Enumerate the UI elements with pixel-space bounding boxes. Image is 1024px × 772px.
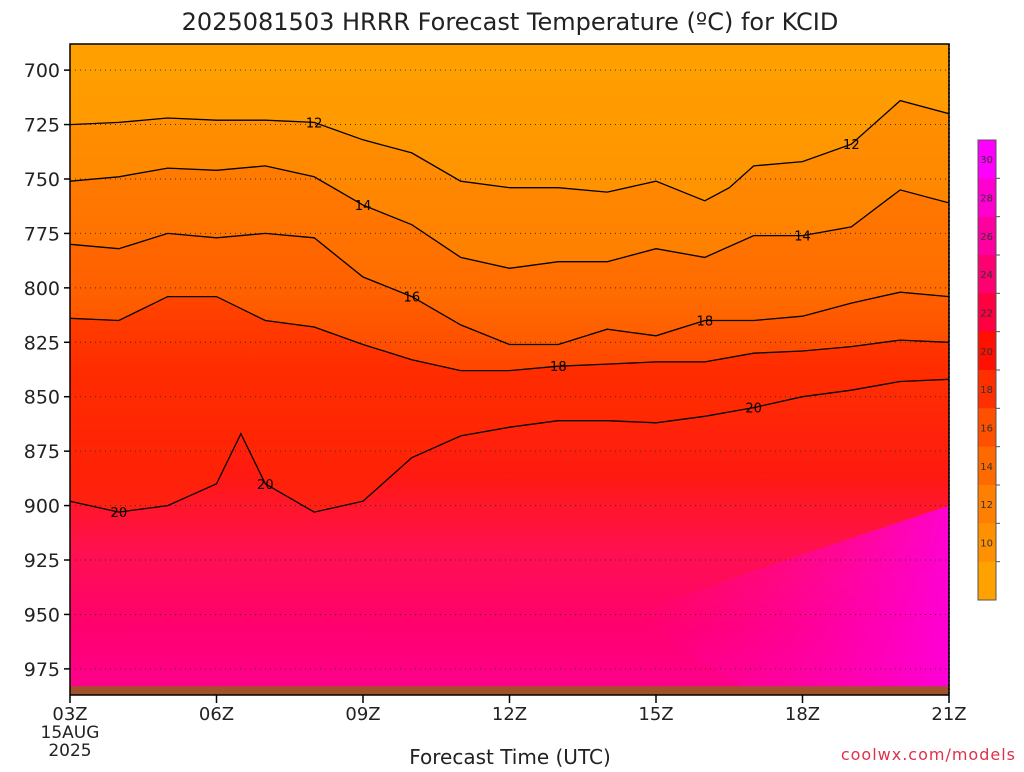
isotherm-label: 18 <box>697 315 714 330</box>
colorbar-swatch <box>978 140 996 179</box>
temperature-band <box>70 165 949 345</box>
isotherm-label: 12 <box>306 116 323 131</box>
temperature-band <box>70 44 949 201</box>
pressure-tick-label: 950 <box>24 604 60 626</box>
temperature-colorbar: 10 12 14 16 18 20 22 24 26 28 30 <box>977 139 1000 601</box>
colorbar-swatch <box>978 255 996 294</box>
isotherm-line <box>70 99 949 202</box>
colorbar-tick-label: 18 <box>980 385 993 396</box>
pressure-tick-label: 900 <box>24 496 60 518</box>
isotherm-contours: 12 12 14 14 16 18 18 20 20 20 <box>70 99 949 521</box>
isotherm-label: 14 <box>355 199 372 214</box>
temperature-band <box>70 233 949 371</box>
isotherm-line <box>70 232 949 346</box>
time-tick-label: 18Z <box>785 704 820 725</box>
source-credit: coolwx.com/models <box>841 745 1016 764</box>
colorbar-tick-label: 14 <box>980 462 993 473</box>
colorbar-swatch <box>978 446 996 486</box>
pressure-axis: 700 725 750 775 800 825 850 875 900 925 950 975 <box>24 60 70 681</box>
time-tick-label: 03Z <box>52 704 87 725</box>
colorbar-swatch <box>978 523 996 563</box>
time-tick-label: 12Z <box>492 704 527 725</box>
time-tick-label: 21Z <box>931 704 966 725</box>
isotherm-label: 20 <box>257 478 274 493</box>
colorbar-tick-label: 30 <box>980 155 993 166</box>
colorbar-swatch <box>978 331 996 371</box>
pressure-tick-label: 725 <box>24 115 60 137</box>
temperature-band <box>70 100 949 269</box>
time-tick-label: 15Z <box>638 704 673 725</box>
time-tick-label: 06Z <box>199 704 234 725</box>
colorbar-tick-label: 22 <box>980 309 993 320</box>
isotherm-line <box>70 378 949 513</box>
pressure-tick-label: 825 <box>24 332 60 354</box>
isotherm-line <box>70 165 949 269</box>
colorbar-tick-label: 10 <box>980 539 993 550</box>
colorbar-swatch <box>978 408 996 448</box>
colorbar-swatch <box>978 561 996 601</box>
pressure-tick-label: 700 <box>24 60 60 82</box>
pressure-tick-label: 800 <box>24 278 60 300</box>
pressure-tick-label: 975 <box>24 659 60 681</box>
colorbar-swatch <box>978 216 996 256</box>
colorbar-tick-label: 26 <box>980 232 993 243</box>
warm-surface-patch <box>631 501 949 695</box>
temperature-bands <box>70 44 949 513</box>
pressure-tick-label: 875 <box>24 441 60 463</box>
pressure-tick-label: 750 <box>24 169 60 191</box>
pressure-tick-label: 925 <box>24 550 60 572</box>
time-tick-label: 09Z <box>345 704 380 725</box>
x-axis-label: Forecast Time (UTC) <box>409 745 611 768</box>
colorbar-tick-label: 12 <box>980 500 993 511</box>
colorbar-tick-label: 24 <box>980 270 993 281</box>
start-date-label: 15AUG <box>41 723 100 743</box>
isotherm-label: 14 <box>794 230 811 245</box>
isotherm-label: 12 <box>843 138 860 153</box>
colorbar-tick-label: 16 <box>980 424 993 435</box>
colorbar-swatch <box>978 178 996 218</box>
isotherm-label: 20 <box>111 506 128 521</box>
start-date-label: 2025 <box>48 741 91 761</box>
chart-title: 2025081503 HRRR Forecast Temperature (ºC… <box>182 8 839 36</box>
temperature-band <box>70 296 949 513</box>
colorbar-tick-label: 20 <box>980 347 993 358</box>
colorbar-swatch <box>978 293 996 333</box>
isotherm-line <box>70 295 949 372</box>
colorbar-swatch <box>978 485 996 524</box>
plot-area: 12 12 14 14 16 18 18 20 20 20 <box>70 44 949 695</box>
colorbar-tick-label: 28 <box>980 194 993 205</box>
isotherm-label: 20 <box>745 402 762 417</box>
isotherm-label: 18 <box>550 360 567 375</box>
ground-layer <box>70 686 949 695</box>
isotherm-label: 16 <box>404 291 421 306</box>
pressure-tick-label: 775 <box>24 223 60 245</box>
colorbar-swatch <box>978 370 996 409</box>
pressure-tick-label: 850 <box>24 387 60 409</box>
